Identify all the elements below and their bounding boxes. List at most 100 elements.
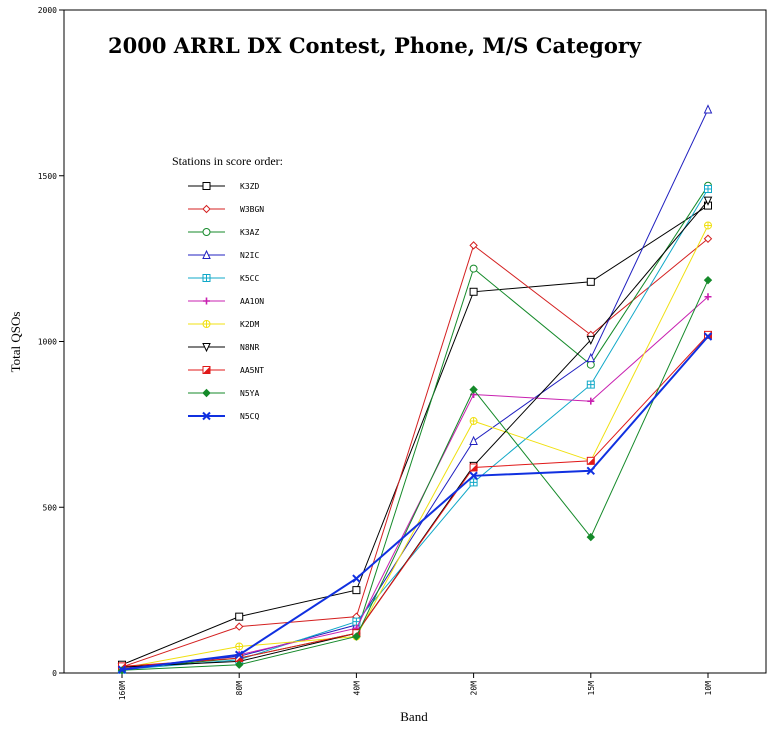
legend-label: K2DM: [240, 320, 259, 329]
data-point: [704, 293, 712, 301]
legend-entry: K3AZ: [188, 228, 259, 237]
data-point: [117, 665, 127, 674]
series-line: [121, 334, 709, 667]
x-tick-label: 40M: [352, 681, 361, 696]
data-point: [352, 632, 361, 641]
data-point: [469, 471, 478, 480]
legend-swatch-marker: [202, 228, 211, 236]
legend-swatch-marker: [202, 249, 211, 259]
series-line: [121, 188, 709, 671]
series-line: [121, 109, 709, 669]
data-point: [703, 332, 713, 341]
x-tick-label: 15M: [587, 681, 596, 696]
chart-title: 2000 ARRL DX Contest, Phone, M/S Categor…: [108, 33, 642, 58]
data-point: [703, 275, 713, 285]
data-point: [586, 277, 595, 286]
y-tick-label: 500: [43, 503, 58, 512]
series-line: [121, 279, 709, 671]
legend-swatch-marker: [202, 182, 211, 190]
data-point: [587, 397, 595, 405]
data-point: [469, 385, 478, 394]
legend-entry: AA5NT: [188, 366, 264, 375]
series-line: [121, 335, 709, 671]
data-point: [235, 612, 244, 621]
data-point: [469, 435, 478, 445]
series-aa5nt: [118, 330, 712, 671]
series-k2dm: [118, 221, 712, 673]
legend-swatch-marker: [202, 388, 211, 398]
legend-entry: N2IC: [188, 249, 259, 260]
x-axis: 160M 80M 40M 20M 15M 10M: [118, 673, 713, 700]
legend-entry: N5YA: [188, 388, 259, 398]
legend-swatch-marker: [202, 366, 211, 374]
series-layer: [117, 104, 713, 675]
data-point: [235, 642, 244, 651]
legend: K3ZD W3BGN K3AZ N2IC K5CC AA1ON K2DM N8NR AA5NT N…: [188, 182, 264, 421]
data-point: [703, 104, 713, 114]
legend-label: N8NR: [240, 343, 259, 352]
data-point: [703, 196, 713, 206]
legend-swatch-marker: [202, 411, 211, 421]
x-tick-label: 20M: [470, 681, 479, 696]
data-point: [352, 574, 361, 583]
y-axis: 0 500 1000 1500 2000: [38, 6, 64, 678]
series-line: [121, 205, 709, 666]
y-axis-label: Total QSOs: [8, 312, 23, 373]
data-point: [469, 264, 478, 273]
legend-entry: N8NR: [188, 343, 259, 353]
legend-entry: K3ZD: [188, 182, 259, 191]
data-point: [586, 352, 596, 363]
data-point: [234, 650, 244, 659]
legend-label: K3AZ: [240, 228, 259, 237]
data-point: [234, 622, 244, 631]
legend-swatch-marker: [202, 343, 211, 353]
legend-label: N5YA: [240, 389, 259, 398]
series-n5cq: [117, 332, 713, 674]
legend-label: W3BGN: [240, 205, 264, 214]
legend-label: N5CQ: [240, 412, 259, 421]
legend-entry: N5CQ: [188, 411, 259, 421]
data-point: [586, 335, 596, 346]
data-point: [469, 478, 478, 487]
data-point: [703, 234, 713, 243]
y-tick-label: 2000: [38, 6, 57, 15]
data-point: [586, 532, 596, 542]
data-point: [469, 417, 478, 426]
series-line: [121, 200, 709, 668]
y-tick-label: 0: [52, 669, 57, 678]
legend-entry: K5CC: [188, 274, 259, 283]
legend-label: AA1ON: [240, 297, 264, 306]
data-point: [469, 463, 478, 472]
y-tick-label: 1000: [38, 338, 57, 347]
plot-border: [63, 9, 767, 674]
data-point: [234, 660, 244, 669]
legend-label: N2IC: [240, 251, 259, 260]
legend-swatch-marker: [202, 274, 211, 282]
legend-swatch-marker: [203, 297, 210, 305]
data-point: [469, 241, 478, 250]
x-tick-label: 80M: [235, 681, 244, 696]
y-tick-label: 1500: [38, 172, 57, 181]
legend-swatch-marker: [202, 204, 211, 214]
legend-label: K5CC: [240, 274, 259, 283]
data-point: [469, 287, 478, 296]
series-line: [121, 238, 709, 668]
legend-swatch-marker: [202, 320, 211, 328]
plot-frame: [63, 9, 767, 674]
x-axis-label: Band: [400, 709, 428, 724]
x-tick-label: 160M: [118, 681, 127, 700]
legend-entry: K2DM: [188, 320, 259, 329]
legend-entry: W3BGN: [188, 204, 264, 214]
legend-title: Stations in score order:: [172, 154, 283, 168]
data-point: [586, 380, 595, 389]
data-point: [586, 466, 596, 475]
data-point: [352, 586, 361, 595]
legend-label: AA5NT: [240, 366, 264, 375]
series-n2ic: [117, 104, 713, 673]
series-line: [121, 296, 709, 670]
legend-label: K3ZD: [240, 182, 259, 191]
data-point: [586, 360, 595, 369]
series-line: [121, 225, 709, 669]
data-point: [704, 330, 712, 339]
